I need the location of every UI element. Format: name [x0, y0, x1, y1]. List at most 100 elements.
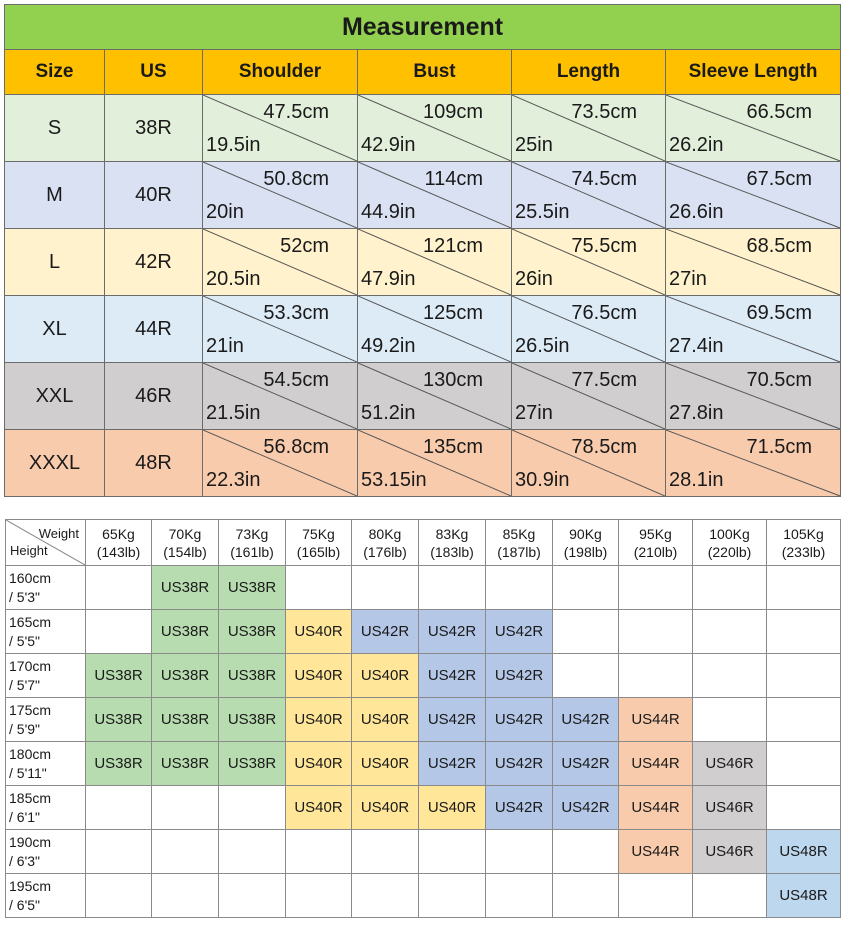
length-cm-value: 77.5cm [571, 369, 637, 391]
shoulder-inch-value: 22.3in [206, 469, 261, 491]
empty-cell [552, 609, 619, 654]
shoulder-cm-value: 53.3cm [263, 302, 329, 324]
size-recommendation-cell: US40R [285, 609, 352, 654]
bust-cell: 121cm 47.9in [357, 228, 512, 296]
shoulder-cm-value: 47.5cm [263, 101, 329, 123]
size-recommendation-cell: US40R [351, 785, 419, 830]
height-header: 180cm / 5'11" [5, 741, 86, 786]
length-cell: 78.5cm 30.9in [511, 429, 666, 497]
sleeve-length-inch-value: 28.1in [669, 469, 724, 491]
height-header: 165cm / 5'5" [5, 609, 86, 654]
length-inch-value: 30.9in [515, 469, 570, 491]
cell-diagonal [203, 430, 357, 496]
height-header: 195cm / 6'5" [5, 873, 86, 918]
bust-cm-value: 121cm [422, 235, 483, 257]
us-size-label: 38R [104, 94, 203, 162]
size-recommendation-cell: US40R [285, 653, 352, 698]
empty-cell [418, 829, 486, 874]
cell-diagonal [358, 430, 511, 496]
sleeve-length-cell: 69.5cm 27.4in [664, 295, 842, 363]
shoulder-cm-value: 50.8cm [263, 168, 329, 190]
height-cm: 180cm [9, 745, 52, 762]
weight-kg: 105Kg [783, 525, 824, 542]
weight-lb: (210lb) [633, 543, 678, 560]
height-row: 180cm/ 5'11" US38R US38R US38R US40R US40R US4… [5, 741, 841, 786]
empty-cell [351, 873, 419, 918]
cell-diagonal [358, 363, 511, 429]
sleeve-length-inch-value: 27in [669, 268, 707, 290]
bust-inch-value: 42.9in [361, 134, 416, 156]
height-cm: 160cm [9, 569, 52, 586]
shoulder-cell: 53.3cm 21in [202, 295, 358, 363]
size-recommendation-cell: US38R [218, 609, 286, 654]
weight-lb: (187lb) [497, 543, 541, 560]
sleeve-length-cm-value: 68.5cm [746, 235, 813, 257]
size-recommendation-cell: US38R [151, 609, 219, 654]
length-cm-value: 73.5cm [571, 101, 637, 123]
size-recommendation-cell: US48R [766, 829, 841, 874]
weight-header: 105Kg (233lb) [766, 519, 841, 566]
empty-cell [618, 653, 693, 698]
weight-kg: 73Kg [235, 525, 269, 542]
corner-height-label: Height [10, 543, 48, 558]
size-recommendation-cell: US42R [418, 741, 486, 786]
measurement-row: S 38R 47.5cm 19.5in 109cm 42.9in 73.5cm 25in 66.… [4, 94, 842, 162]
height-header: 170cm / 5'7" [5, 653, 86, 698]
empty-cell [418, 873, 486, 918]
size-recommendation-cell: US42R [552, 741, 619, 786]
cell-diagonal [203, 363, 357, 429]
size-chart-body: 160cm/ 5'3" US38R US38R 165cm/ 5'5" US38R US3… [5, 565, 841, 918]
length-cell: 74.5cm 25.5in [511, 161, 666, 229]
shoulder-cell: 50.8cm 20in [202, 161, 358, 229]
size-recommendation-cell: US48R [766, 873, 841, 918]
bust-cell: 135cm 53.15in [357, 429, 512, 497]
size-recommendation-cell: US42R [418, 697, 486, 742]
empty-cell [85, 785, 152, 830]
weight-lb: (161lb) [230, 543, 274, 560]
weight-kg: 85Kg [502, 525, 536, 542]
measurement-title: Measurement [3, 4, 842, 50]
empty-cell [351, 565, 419, 610]
weight-header: 85Kg (187lb) [485, 519, 553, 566]
height-ft: / 5'9" [9, 720, 40, 737]
height-ft: / 6'1" [9, 808, 40, 825]
empty-cell [485, 829, 553, 874]
length-inch-value: 26.5in [515, 335, 570, 357]
length-cell: 77.5cm 27in [511, 362, 666, 430]
height-header: 160cm / 5'3" [5, 565, 86, 610]
size-recommendation-cell: US38R [151, 653, 219, 698]
height-header: 190cm / 6'3" [5, 829, 86, 874]
sleeve-length-cm-value: 66.5cm [746, 101, 813, 123]
weight-header: 95Kg (210lb) [618, 519, 693, 566]
size-recommendation-cell: US42R [485, 741, 553, 786]
empty-cell [218, 829, 286, 874]
empty-cell [552, 565, 619, 610]
size-recommendation-cell: US38R [85, 653, 152, 698]
height-header: 185cm / 6'1" [5, 785, 86, 830]
empty-cell [618, 609, 693, 654]
measurement-row: XXL 46R 54.5cm 21.5in 130cm 51.2in 77.5cm 27in 7… [4, 362, 842, 430]
cell-diagonal [512, 95, 665, 161]
size-recommendation-cell: US38R [218, 697, 286, 742]
height-ft: / 5'11" [9, 764, 47, 781]
cell-diagonal [666, 229, 840, 295]
shoulder-cell: 47.5cm 19.5in [202, 94, 358, 162]
cell-diagonal [512, 296, 665, 362]
bust-cm-value: 125cm [422, 302, 483, 324]
size-recommendation-cell: US38R [218, 653, 286, 698]
length-inch-value: 27in [515, 402, 553, 424]
weight-header: 83Kg (183lb) [418, 519, 486, 566]
empty-cell [485, 873, 553, 918]
cell-diagonal [358, 95, 511, 161]
sleeve-length-cm-value: 70.5cm [746, 369, 813, 391]
size-recommendation-cell: US38R [85, 741, 152, 786]
size-recommendation-cell: US38R [218, 565, 286, 610]
height-row: 175cm/ 5'9" US38R US38R US38R US40R US40R US42… [5, 697, 841, 742]
bust-cell: 130cm 51.2in [357, 362, 512, 430]
shoulder-cell: 54.5cm 21.5in [202, 362, 358, 430]
measurement-row: XL 44R 53.3cm 21in 125cm 49.2in 76.5cm 26.5in 69… [4, 295, 842, 363]
sleeve-length-cell: 71.5cm 28.1in [664, 429, 842, 497]
height-ft: / 5'7" [9, 676, 40, 693]
height-cm: 185cm [9, 789, 52, 806]
sleeve-length-cm-value: 69.5cm [746, 302, 813, 324]
